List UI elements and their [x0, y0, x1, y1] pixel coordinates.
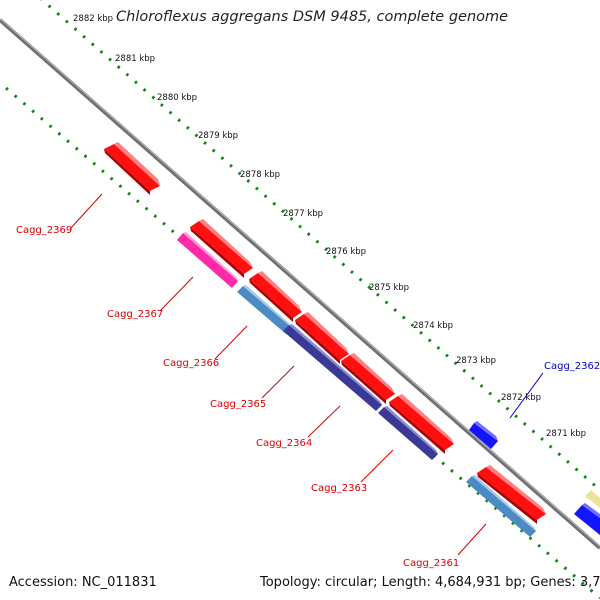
tick-label: 2881 kbp: [115, 54, 155, 64]
tick-label: 2872 kbp: [501, 393, 541, 403]
gene-label[interactable]: Cagg_2366: [163, 358, 219, 369]
cds-cagg-2363[interactable]: [389, 394, 454, 454]
gene-label[interactable]: Cagg_2361: [403, 558, 459, 569]
cds-cagg-2367[interactable]: [190, 219, 253, 278]
genome-backbone-highlight: [0, 18, 600, 547]
gene-label[interactable]: Cagg_2365: [210, 399, 266, 410]
blast-hit-pink[interactable]: [177, 232, 238, 288]
label-leader: [69, 193, 103, 230]
tick-label: 2874 kbp: [413, 321, 453, 331]
label-leader: [214, 325, 248, 360]
tick-label: 2882 kbp: [73, 14, 113, 24]
blast-hit-steel[interactable]: [466, 475, 536, 537]
tick-label: 2877 kbp: [283, 209, 323, 219]
tick-track-upper: [40, 0, 600, 492]
cds-cagg-2366[interactable]: [249, 271, 302, 322]
blast-hit-navy[interactable]: [378, 406, 438, 460]
blast-hit-navy[interactable]: [283, 324, 382, 411]
cds-cagg-2362[interactable]: [469, 421, 498, 449]
label-leader: [509, 372, 544, 419]
tick-label: 2871 kbp: [546, 429, 586, 439]
tick-label: 2879 kbp: [198, 131, 238, 141]
cds-cagg-2365[interactable]: [295, 312, 349, 364]
label-leader: [307, 405, 341, 438]
gene-label[interactable]: Cagg_2364: [256, 438, 312, 449]
genome-backbone: [0, 18, 600, 550]
genome-summary-text: Topology: circular; Length: 4,684,931 bp…: [260, 575, 600, 590]
label-leader: [261, 365, 295, 399]
cds-cagg-2361[interactable]: [477, 465, 546, 524]
cds-cagg-2369[interactable]: [104, 142, 160, 195]
tick-label: 2873 kbp: [456, 356, 496, 366]
map-title: Chloroflexus aggregans DSM 9485, complet…: [116, 9, 509, 25]
label-leader: [457, 523, 487, 556]
gene-label[interactable]: Cagg_2363: [311, 483, 367, 494]
label-leader: [159, 276, 194, 312]
gene-label[interactable]: Cagg_2367: [107, 309, 163, 320]
gene-label[interactable]: Cagg_2362: [544, 361, 600, 372]
tick-label: 2880 kbp: [157, 93, 197, 103]
blast-hit-steel[interactable]: [237, 285, 292, 334]
blast-hit-yellow[interactable]: [585, 490, 600, 508]
cds-reverse-edge[interactable]: [574, 503, 600, 535]
gene-label[interactable]: Cagg_2369: [16, 225, 72, 236]
tick-label: 2876 kbp: [326, 247, 366, 257]
label-leader: [360, 449, 394, 483]
cds-cagg-2364[interactable]: [341, 353, 395, 404]
accession-text: Accession: NC_011831: [9, 575, 157, 590]
tick-label: 2878 kbp: [240, 170, 280, 180]
tick-label: 2875 kbp: [369, 283, 409, 293]
